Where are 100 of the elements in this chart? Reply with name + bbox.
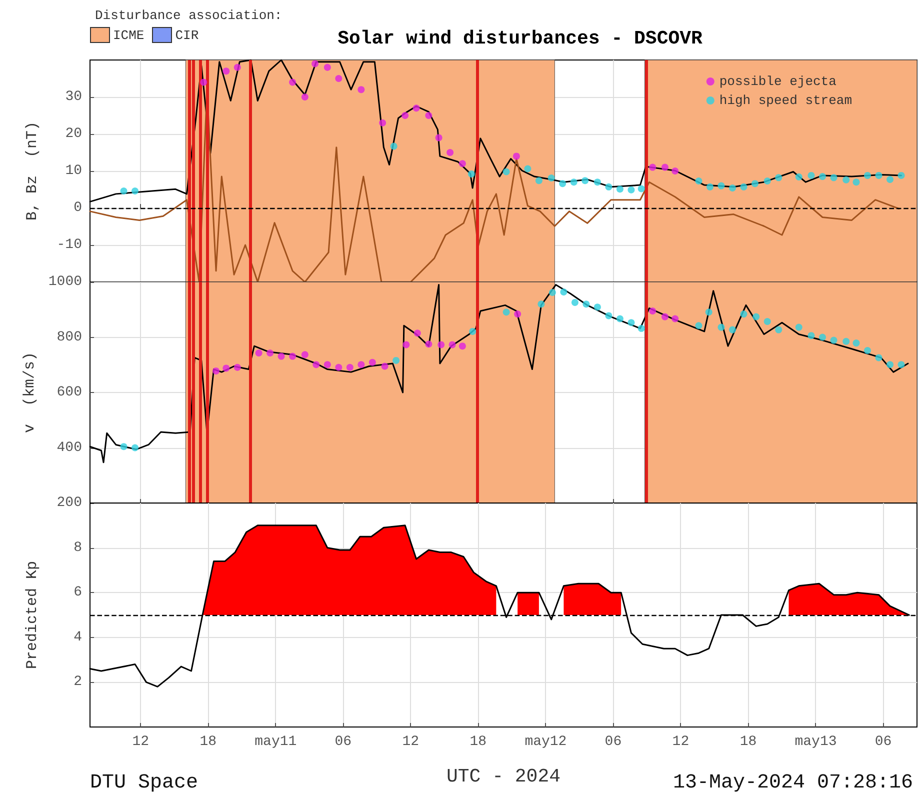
point	[468, 170, 475, 178]
point	[346, 364, 354, 371]
point	[638, 185, 645, 192]
x-tick-label: 12	[672, 734, 690, 750]
point	[548, 289, 556, 296]
point	[728, 184, 736, 192]
point	[864, 172, 871, 179]
y-tick-label: 200	[56, 495, 82, 511]
point	[695, 322, 702, 330]
point	[875, 172, 882, 179]
point	[458, 342, 466, 350]
point	[795, 324, 802, 331]
point	[234, 364, 241, 371]
point	[661, 313, 668, 320]
point	[582, 177, 589, 184]
y-tick-label: 600	[56, 384, 82, 400]
point	[212, 367, 220, 374]
y-tick-label: 400	[56, 440, 82, 456]
point	[752, 313, 760, 320]
y-tick-label: 20	[65, 126, 82, 142]
point	[289, 352, 296, 360]
point	[649, 164, 656, 171]
point	[312, 361, 320, 368]
point	[438, 341, 445, 348]
point	[638, 324, 645, 332]
point	[278, 352, 285, 360]
x-tick-label: 06	[604, 734, 622, 750]
point	[808, 172, 815, 179]
point	[628, 186, 635, 194]
point	[706, 183, 714, 190]
y-tick-label: 800	[56, 329, 82, 346]
point	[324, 64, 331, 71]
point	[570, 178, 578, 186]
point	[842, 338, 850, 345]
point	[132, 444, 139, 452]
point	[864, 347, 871, 354]
x-tick-label: 12	[402, 734, 420, 750]
point	[222, 68, 230, 75]
point	[402, 341, 410, 348]
y-tick-label: 2	[74, 674, 82, 690]
point	[649, 308, 656, 315]
point	[594, 304, 601, 311]
point	[886, 361, 894, 368]
point	[616, 315, 624, 322]
point	[538, 300, 545, 308]
point	[368, 358, 376, 366]
point	[435, 134, 442, 142]
point	[335, 364, 342, 371]
point	[616, 186, 624, 193]
point	[469, 328, 476, 335]
y-tick-label: -10	[56, 237, 82, 253]
x-tick-label: may13	[794, 734, 837, 750]
y-tick-label: 6	[74, 584, 82, 601]
text: CIR	[175, 28, 199, 42]
point	[740, 310, 748, 318]
point	[301, 351, 308, 358]
point	[818, 334, 826, 341]
point	[764, 177, 771, 184]
legend-title: Disturbance association:	[95, 8, 282, 23]
point	[358, 86, 365, 94]
point	[502, 308, 510, 316]
point	[898, 361, 905, 368]
x-tick-label: 18	[740, 734, 757, 750]
point	[289, 78, 296, 86]
point	[132, 187, 139, 194]
point	[402, 112, 409, 119]
x-tick-label: 12	[132, 734, 150, 750]
point	[425, 112, 432, 119]
point	[381, 362, 388, 370]
point	[448, 341, 456, 348]
point	[502, 168, 510, 176]
y-tick-label: 30	[65, 89, 82, 105]
point	[808, 332, 815, 340]
point	[392, 356, 400, 364]
point	[512, 152, 520, 160]
legend-label: high speed stream	[719, 93, 852, 108]
point	[301, 94, 308, 100]
point	[705, 308, 712, 316]
point	[324, 361, 331, 368]
point	[672, 315, 679, 322]
x-tick-label: 18	[200, 734, 217, 750]
point	[582, 300, 590, 308]
point	[560, 288, 568, 296]
point	[222, 364, 230, 372]
point	[379, 119, 386, 126]
point	[548, 174, 555, 182]
point	[830, 174, 838, 182]
text: DTU Space	[90, 772, 198, 794]
point	[458, 160, 466, 168]
x-axis-title: UTC - 2024	[446, 766, 561, 788]
point	[514, 310, 522, 318]
point	[830, 336, 838, 344]
point	[764, 318, 771, 325]
chart-title: Solar wind disturbances - DSCOVR	[338, 28, 704, 50]
point	[775, 326, 782, 334]
point	[412, 104, 420, 112]
point	[875, 354, 882, 362]
point	[718, 182, 725, 190]
point	[335, 75, 342, 82]
point	[200, 78, 208, 86]
